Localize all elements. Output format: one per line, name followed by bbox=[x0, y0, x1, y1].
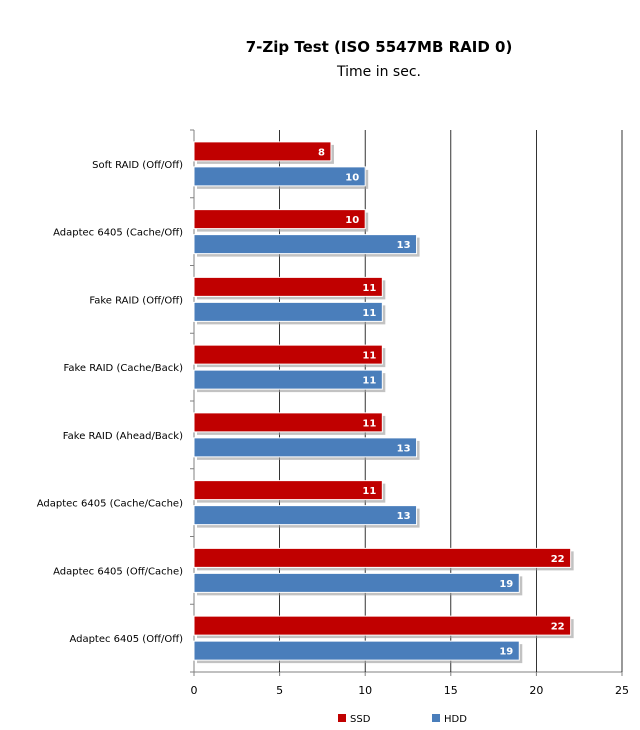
data-label: 22 bbox=[551, 622, 565, 633]
data-label: 19 bbox=[499, 579, 513, 590]
bar-hdd bbox=[193, 640, 520, 661]
bar-hdd bbox=[193, 437, 418, 458]
data-label: 8 bbox=[318, 147, 325, 158]
bar-ssd bbox=[193, 209, 366, 230]
category-label: Adaptec 6405 (Off/Cache) bbox=[53, 566, 183, 577]
legend-swatch-ssd bbox=[338, 714, 346, 722]
bar-ssd bbox=[193, 412, 383, 433]
x-tick-label: 10 bbox=[358, 684, 372, 697]
x-tick-label: 0 bbox=[191, 684, 198, 697]
data-label: 11 bbox=[362, 351, 376, 362]
category-label: Adaptec 6405 (Off/Off) bbox=[69, 634, 183, 645]
data-label: 13 bbox=[397, 443, 411, 454]
x-tick-label: 15 bbox=[444, 684, 458, 697]
bar-hdd bbox=[193, 369, 383, 390]
category-label: Fake RAID (Cache/Back) bbox=[64, 363, 184, 374]
x-tick-label: 25 bbox=[615, 684, 629, 697]
data-label: 11 bbox=[362, 418, 376, 429]
category-label: Adaptec 6405 (Cache/Off) bbox=[53, 228, 183, 239]
chart-title: 7-Zip Test (ISO 5547MB RAID 0) bbox=[246, 38, 513, 56]
data-label: 19 bbox=[499, 647, 513, 658]
legend-swatch-hdd bbox=[432, 714, 440, 722]
category-label: Fake RAID (Off/Off) bbox=[89, 295, 183, 306]
bar-ssd bbox=[193, 141, 332, 162]
bar-ssd bbox=[193, 344, 383, 365]
category-labels: Soft RAID (Off/Off) Adaptec 6405 (Cache/O… bbox=[37, 160, 183, 645]
bar-hdd bbox=[193, 166, 366, 187]
legend: SSD HDD bbox=[338, 714, 467, 725]
data-label: 13 bbox=[397, 240, 411, 251]
data-label: 10 bbox=[345, 172, 359, 183]
x-tick-label: 20 bbox=[529, 684, 543, 697]
bar-hdd bbox=[193, 234, 418, 255]
bar-ssd bbox=[193, 615, 572, 636]
x-axis-ticks: 0 5 10 15 20 25 bbox=[191, 684, 630, 697]
category-label: Soft RAID (Off/Off) bbox=[92, 160, 183, 171]
category-label: Adaptec 6405 (Cache/Cache) bbox=[37, 499, 183, 510]
x-tick-label: 5 bbox=[276, 684, 283, 697]
data-label: 13 bbox=[397, 511, 411, 522]
bar-hdd bbox=[193, 301, 383, 322]
legend-label: HDD bbox=[444, 714, 467, 725]
data-label: 11 bbox=[362, 486, 376, 497]
data-label: 22 bbox=[551, 554, 565, 565]
bar-ssd bbox=[193, 276, 383, 297]
data-label: 10 bbox=[345, 215, 359, 226]
data-label: 11 bbox=[362, 283, 376, 294]
bar-ssd bbox=[193, 480, 383, 501]
legend-label: SSD bbox=[350, 714, 371, 725]
category-label: Fake RAID (Ahead/Back) bbox=[63, 431, 183, 442]
bars: 8 10 10 13 11 11 11 11 11 13 11 13 22 19 22 19 bbox=[193, 141, 574, 664]
bar-hdd bbox=[193, 505, 418, 526]
bar-hdd bbox=[193, 572, 520, 593]
data-label: 11 bbox=[362, 376, 376, 387]
data-label: 11 bbox=[362, 308, 376, 319]
chart-subtitle: Time in sec. bbox=[336, 64, 421, 80]
bar-ssd bbox=[193, 547, 572, 568]
